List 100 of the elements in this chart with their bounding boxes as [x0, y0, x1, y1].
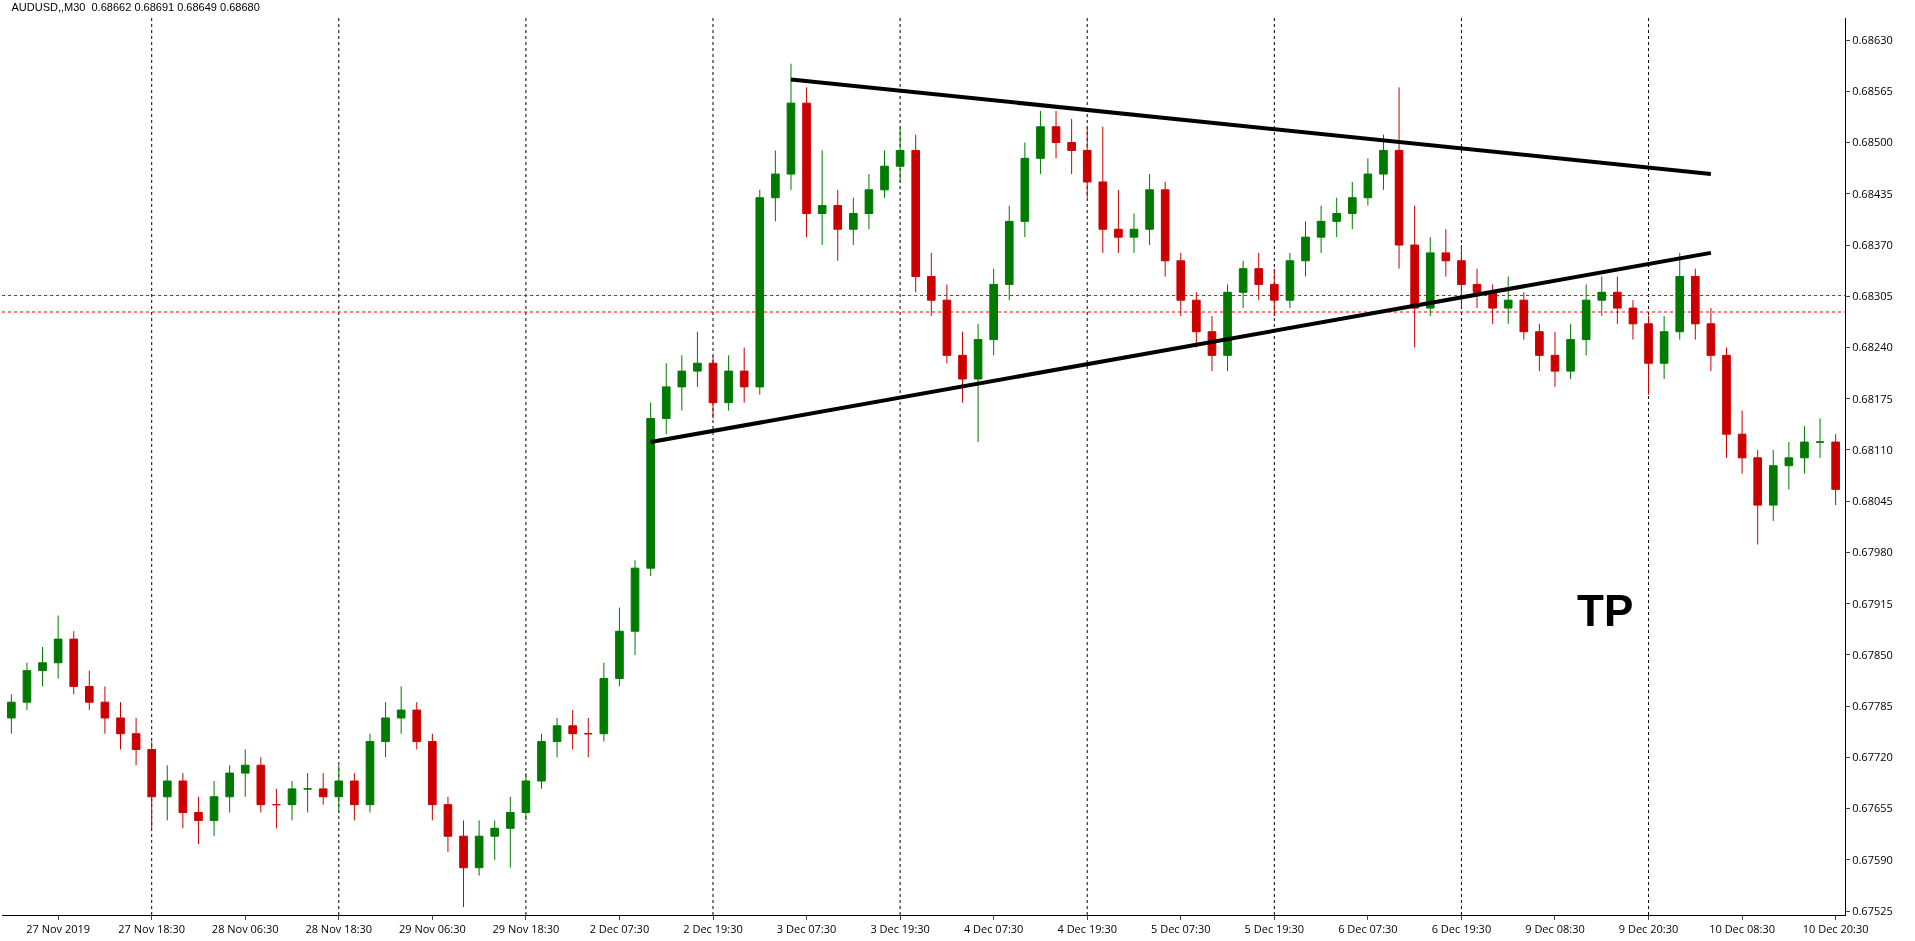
candlestick	[599, 662, 609, 743]
chart-title: AUDUSD,,M30 0.68662 0.68691 0.68649 0.68680	[11, 0, 260, 13]
candlestick	[1301, 220, 1310, 278]
candlestick	[1160, 181, 1170, 278]
candlestick	[630, 559, 640, 656]
candlestick	[303, 772, 312, 814]
candlestick	[771, 149, 780, 222]
candlestick	[1067, 118, 1076, 175]
candlestick	[693, 331, 702, 388]
y-tick-label: 0.68240	[1852, 339, 1893, 355]
x-tick-label: 10 Dec 20:30	[1802, 921, 1869, 937]
candlestick	[1051, 110, 1061, 159]
candlestick	[490, 819, 500, 861]
candlestick	[147, 741, 157, 829]
candlestick	[365, 733, 375, 814]
candlestick	[521, 772, 531, 821]
candlestick	[1581, 283, 1591, 356]
candlestick	[1535, 323, 1544, 372]
candlestick	[1613, 276, 1622, 325]
x-tick-label: 3 Dec 19:30	[870, 921, 930, 937]
candlestick	[1628, 299, 1638, 341]
candlestick	[926, 252, 936, 317]
y-tick-label: 0.68305	[1852, 288, 1893, 304]
y-tick-label: 0.67655	[1852, 800, 1893, 816]
candlestick	[786, 63, 796, 191]
candlestick	[1425, 236, 1435, 317]
candlestick	[1472, 268, 1482, 309]
candlestick	[1082, 126, 1092, 199]
candlestick	[849, 197, 858, 246]
candlestick	[1223, 283, 1232, 372]
x-tick-label: 4 Dec 19:30	[1057, 921, 1117, 937]
candlestick	[1020, 142, 1030, 238]
candlestick	[1379, 134, 1388, 191]
candlestick	[69, 630, 79, 695]
candlestick	[100, 685, 110, 735]
x-tick-label: 4 Dec 07:30	[963, 921, 1024, 937]
candlestick	[958, 331, 967, 404]
candlestick	[131, 717, 141, 766]
x-tick-label: 10 Dec 08:30	[1709, 921, 1775, 937]
x-tick-label: 6 Dec 07:30	[1338, 921, 1398, 937]
candlestick	[116, 701, 125, 750]
candlestick	[568, 709, 577, 750]
y-tick-label: 0.67720	[1852, 749, 1893, 765]
candlestick	[1722, 346, 1731, 459]
candlestick	[1659, 315, 1669, 380]
candlestick	[833, 189, 843, 262]
candlestick	[162, 764, 172, 821]
y-tick-label: 0.67915	[1852, 595, 1893, 611]
candlestick	[802, 86, 811, 238]
candlestick	[459, 819, 468, 908]
candlestick	[1457, 244, 1466, 309]
candlestick	[225, 764, 234, 814]
candlestick	[1488, 283, 1497, 325]
candlestick	[287, 780, 297, 821]
candlestick	[1285, 252, 1295, 309]
candlestick	[1503, 276, 1513, 325]
candlestick	[381, 701, 390, 758]
candlestick	[895, 126, 905, 183]
candlestick	[1784, 441, 1794, 490]
x-tick-label: 28 Nov 18:30	[305, 921, 373, 937]
x-tick-label: 3 Dec 07:30	[776, 921, 837, 937]
candlestick	[396, 685, 406, 735]
candlestick	[724, 354, 733, 412]
candlestick	[1036, 110, 1045, 175]
candlestick	[1332, 197, 1342, 238]
y-tick-label: 0.68500	[1852, 134, 1893, 150]
x-tick-label: 5 Dec 19:30	[1244, 921, 1305, 937]
candlestick	[1753, 449, 1762, 546]
y-tick-label: 0.68435	[1852, 185, 1893, 201]
candlestick	[1270, 268, 1279, 317]
candlestick	[1238, 260, 1248, 309]
candlestick	[1706, 307, 1716, 372]
candlestick	[7, 693, 16, 735]
y-tick-label: 0.68175	[1852, 390, 1893, 406]
candlestick	[1004, 205, 1014, 301]
candlestick	[583, 717, 593, 758]
y-tick-label: 0.67980	[1852, 544, 1893, 560]
candlestick	[1176, 252, 1186, 317]
candlestick	[1145, 173, 1154, 246]
x-tick-label: 2 Dec 19:30	[683, 921, 743, 937]
candlestick	[1831, 433, 1840, 506]
y-tick-label: 0.68630	[1852, 31, 1893, 47]
candlestick	[1550, 331, 1560, 388]
candlestick	[552, 717, 562, 758]
candlestick	[412, 701, 422, 750]
x-tick-label: 9 Dec 20:30	[1618, 921, 1679, 937]
candlestick	[661, 362, 671, 435]
candlestick	[474, 819, 484, 877]
candlestick	[1675, 252, 1685, 341]
candlestick	[178, 772, 188, 829]
candlestick	[646, 402, 655, 577]
annotation: TP	[1577, 586, 1634, 635]
y-tick-label: 0.67590	[1852, 851, 1893, 867]
x-tick-label: 29 Nov 18:30	[492, 921, 560, 937]
candlestick	[240, 748, 250, 798]
candlestick	[1410, 205, 1419, 348]
y-tick-label: 0.67785	[1852, 697, 1893, 713]
candlestick	[194, 796, 203, 845]
candlestick	[428, 733, 437, 821]
candlestick	[1690, 268, 1700, 341]
